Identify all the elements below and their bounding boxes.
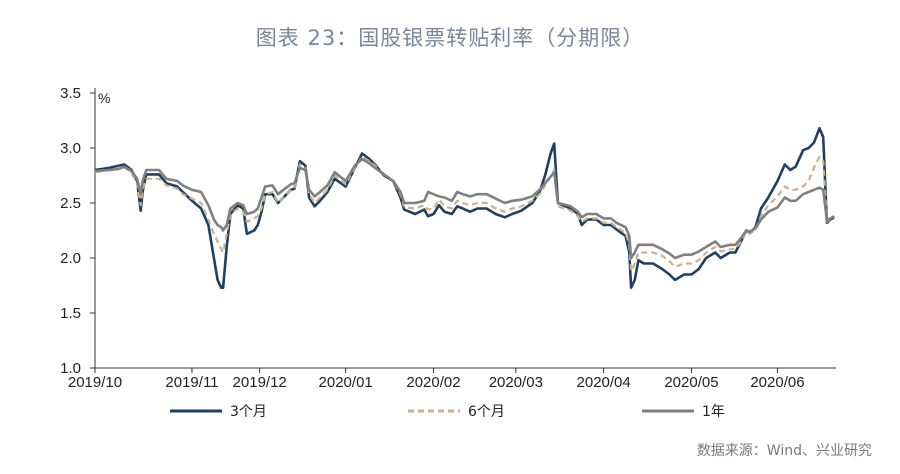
- x-tick-label: 2020/06: [750, 374, 804, 391]
- x-tick-label: 2020/05: [664, 374, 718, 391]
- series-line-3: [94, 157, 835, 260]
- axes: 1.0 1.5 2.0 2.5 3.0 3.5 % 2019/10 2019/11 2019/12…: [60, 85, 836, 391]
- chart-title: 图表 23：国股银票转贴利率（分期限）: [255, 26, 645, 50]
- source-note: 数据来源：Wind、兴业研究: [696, 443, 872, 459]
- x-tick-label: 2020/01: [319, 374, 373, 391]
- x-tick-label: 2019/10: [68, 374, 122, 391]
- x-tick-label: 2020/04: [577, 374, 631, 391]
- series-line-1: [94, 126, 835, 289]
- series-layer: [94, 126, 835, 289]
- y-tick-label: 3.0: [60, 140, 81, 157]
- y-tick-label: 2.5: [60, 195, 81, 212]
- legend-label-1: 3个月: [230, 404, 267, 420]
- y-tick-label: 1.0: [60, 360, 81, 377]
- y-unit-label: %: [98, 90, 110, 106]
- x-tick-label: 2019/12: [233, 374, 287, 391]
- legend: 3个月 6个月 1年: [170, 404, 725, 420]
- x-tick-label: 2020/03: [489, 374, 543, 391]
- series-line-2: [94, 155, 835, 273]
- x-tick-label: 2020/02: [406, 374, 460, 391]
- y-tick-label: 1.5: [60, 305, 81, 322]
- y-tick-label: 3.5: [60, 85, 81, 102]
- legend-label-3: 1年: [702, 404, 725, 420]
- y-tick-label: 2.0: [60, 250, 81, 267]
- legend-label-2: 6个月: [468, 404, 505, 420]
- x-tick-label: 2019/11: [165, 374, 218, 391]
